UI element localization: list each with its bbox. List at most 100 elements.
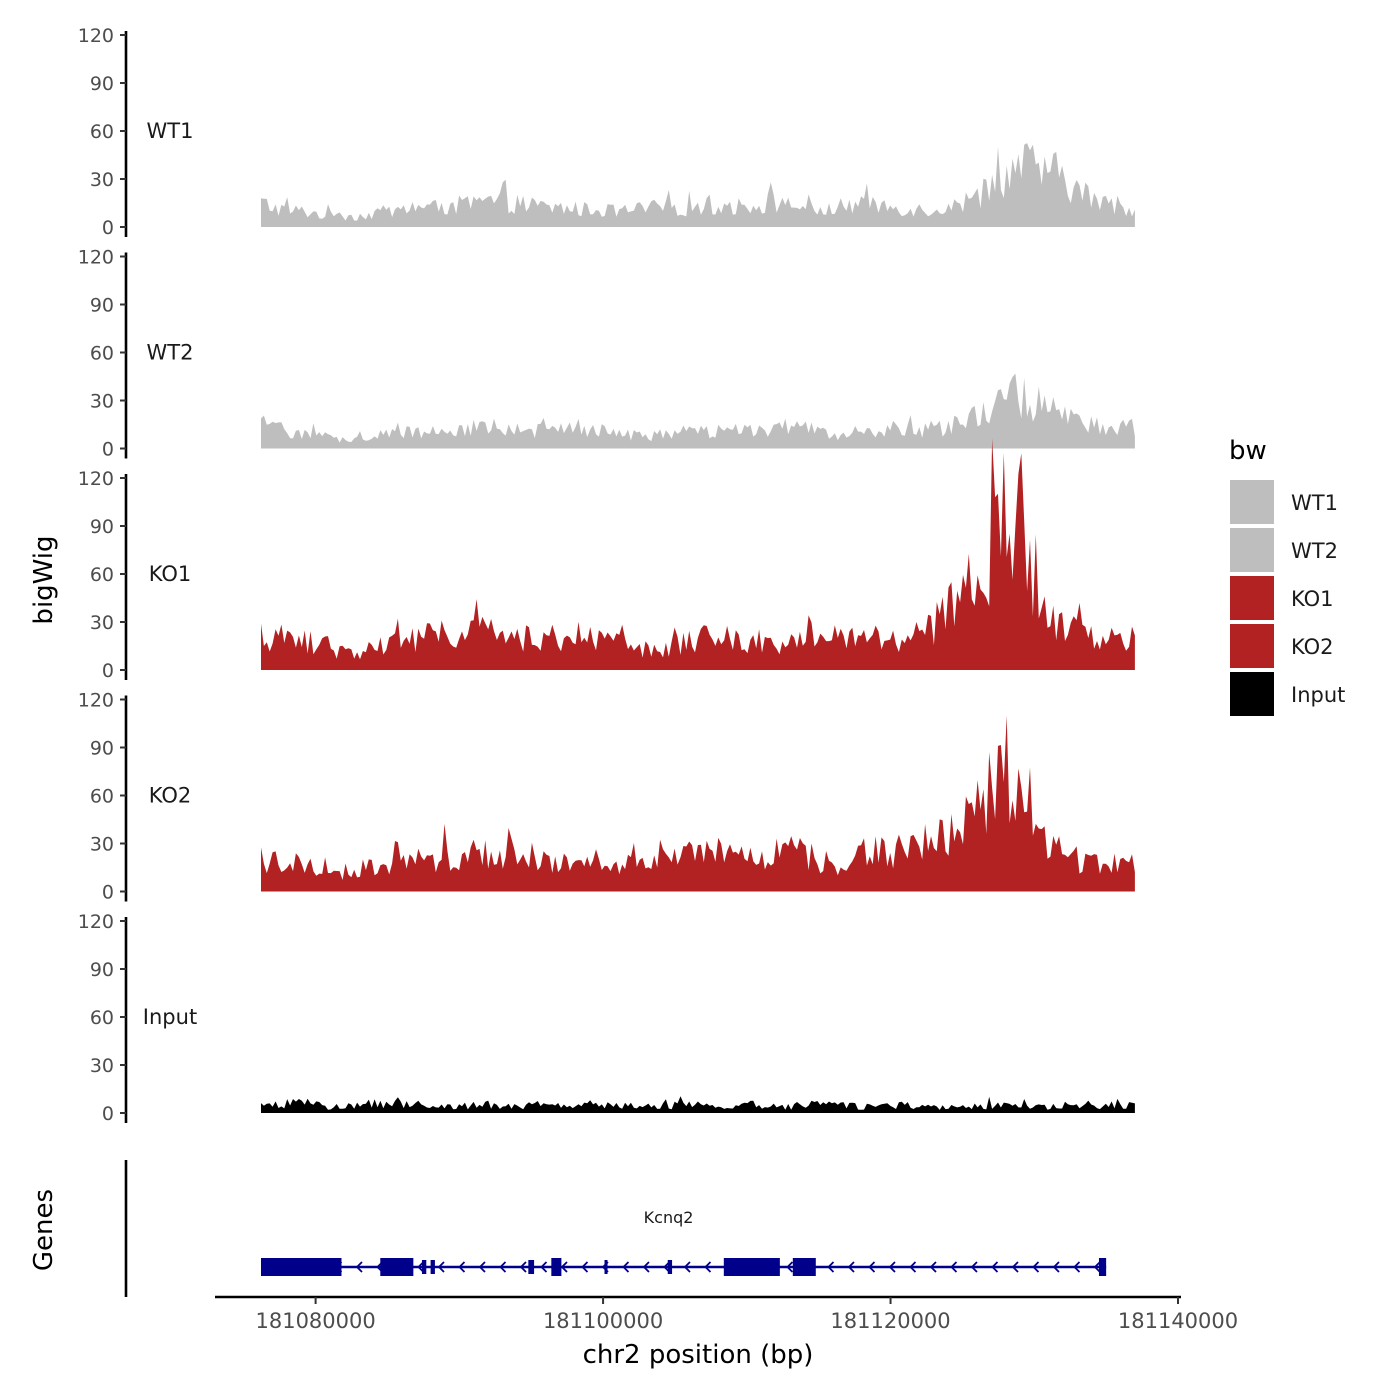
legend-label-ko2: KO2 (1291, 635, 1334, 659)
gene-exon (260, 1258, 342, 1276)
genes-track: Kcnq2 (124, 1160, 1107, 1297)
y-axis-title: bigWig (29, 535, 59, 624)
y-tick-label: 90 (90, 959, 114, 981)
track-label-wt2: WT2 (147, 341, 194, 365)
legend-swatch-input (1230, 672, 1274, 716)
gene-label: Kcnq2 (644, 1208, 694, 1227)
legend-label-wt2: WT2 (1291, 539, 1338, 563)
track-label-ko2: KO2 (149, 784, 192, 808)
legend-label-ko1: KO1 (1291, 587, 1334, 611)
area-ko2 (261, 715, 1135, 892)
legend-swatch-wt1 (1230, 480, 1274, 524)
strand-arrow (642, 1261, 650, 1273)
y-tick-label: 30 (90, 391, 114, 413)
strand-arrow (581, 1261, 589, 1273)
strand-arrow (1011, 1261, 1019, 1273)
strand-arrow (683, 1261, 691, 1273)
y-tick-label: 60 (90, 121, 114, 143)
y-tick-label: 30 (90, 169, 114, 191)
legend-swatch-ko2 (1230, 624, 1274, 668)
strand-arrow (1093, 1261, 1101, 1273)
strand-arrow (437, 1261, 445, 1273)
track-panel-ko2: 0 30 60 90 120 KO2 (78, 690, 1135, 904)
track-label-input: Input (143, 1005, 197, 1029)
track-panel-wt2: 0 30 60 90 120 WT2 (78, 247, 1135, 461)
x-tick-label: 181080000 (255, 1309, 375, 1333)
y-tick-label: 120 (78, 247, 114, 269)
y-tick-label: 90 (90, 295, 114, 317)
y-tick-label: 30 (90, 834, 114, 856)
track-panel-ko1: 0 30 60 90 120 KO1 (78, 438, 1135, 682)
gene-exon (421, 1260, 427, 1274)
strand-arrow (991, 1261, 999, 1273)
y-tick-label: 30 (90, 612, 114, 634)
y-tick-label: 60 (90, 786, 114, 808)
gene-exon (792, 1258, 816, 1276)
y-tick-label: 90 (90, 73, 114, 95)
strand-arrow (1052, 1261, 1060, 1273)
track-panel-input: 0 30 60 90 120 Input (78, 911, 1135, 1125)
x-tick-label: 181140000 (1118, 1309, 1238, 1333)
gene-exon (528, 1260, 535, 1274)
tracks-layer: 0 30 60 90 120 WT1 0 30 60 90 120 WT2 0 30 60 90 120 KO1 0… (78, 25, 1135, 1125)
strand-arrow (540, 1261, 548, 1273)
y-tick-label: 30 (90, 1055, 114, 1077)
strand-arrow (499, 1261, 507, 1273)
area-wt2 (261, 373, 1135, 449)
strand-arrow (560, 1261, 568, 1273)
strand-arrow (417, 1261, 425, 1273)
gene-exon (1098, 1258, 1107, 1276)
gene-exon (380, 1258, 414, 1276)
y-tick-label: 120 (78, 911, 114, 933)
strand-arrow (1032, 1261, 1040, 1273)
area-wt1 (261, 143, 1135, 227)
area-input (261, 1096, 1135, 1113)
y-tick-label: 60 (90, 343, 114, 365)
y-tick-label: 0 (102, 882, 114, 904)
legend-label-input: Input (1291, 683, 1345, 707)
strand-arrow (458, 1261, 466, 1273)
y-tick-label: 120 (78, 468, 114, 490)
x-axis-title: chr2 position (bp) (583, 1340, 814, 1370)
track-panel-wt1: 0 30 60 90 120 WT1 (78, 25, 1135, 239)
legend-swatch-ko1 (1230, 576, 1274, 620)
gene-exon (723, 1258, 780, 1276)
track-label-ko1: KO1 (149, 562, 192, 586)
strand-arrow (478, 1261, 486, 1273)
y-tick-label: 90 (90, 738, 114, 760)
legend-label-wt1: WT1 (1291, 491, 1338, 515)
legend: bw WT1 WT2 KO1 KO2 Input (1229, 436, 1345, 716)
strand-arrow (355, 1261, 363, 1273)
legend-title: bw (1229, 436, 1267, 466)
y-tick-label: 0 (102, 660, 114, 682)
y-tick-label: 0 (102, 1103, 114, 1125)
area-ko1 (261, 438, 1135, 670)
strand-arrow (827, 1261, 835, 1273)
strand-arrow (970, 1261, 978, 1273)
strand-arrow (888, 1261, 896, 1273)
strand-arrow (786, 1261, 794, 1273)
strand-arrow (950, 1261, 958, 1273)
strand-arrow (1073, 1261, 1081, 1273)
y-tick-label: 120 (78, 25, 114, 47)
strand-arrow (909, 1261, 917, 1273)
genes-track-title: Genes (29, 1189, 59, 1271)
strand-arrow (929, 1261, 937, 1273)
track-label-wt1: WT1 (147, 119, 194, 143)
gene-exon (604, 1260, 608, 1274)
strand-arrow (868, 1261, 876, 1273)
x-tick-label: 181100000 (543, 1309, 663, 1333)
y-tick-label: 0 (102, 217, 114, 239)
y-tick-label: 60 (90, 1007, 114, 1029)
y-tick-label: 120 (78, 690, 114, 712)
strand-arrow (622, 1261, 630, 1273)
y-tick-label: 60 (90, 564, 114, 586)
x-axis: 181080000 181100000 181120000 181140000 (215, 1295, 1238, 1333)
x-tick-label: 181120000 (830, 1309, 950, 1333)
strand-arrow (519, 1261, 527, 1273)
legend-swatch-wt2 (1230, 528, 1274, 572)
gene-exon (430, 1260, 435, 1274)
gene-exon (551, 1258, 562, 1276)
